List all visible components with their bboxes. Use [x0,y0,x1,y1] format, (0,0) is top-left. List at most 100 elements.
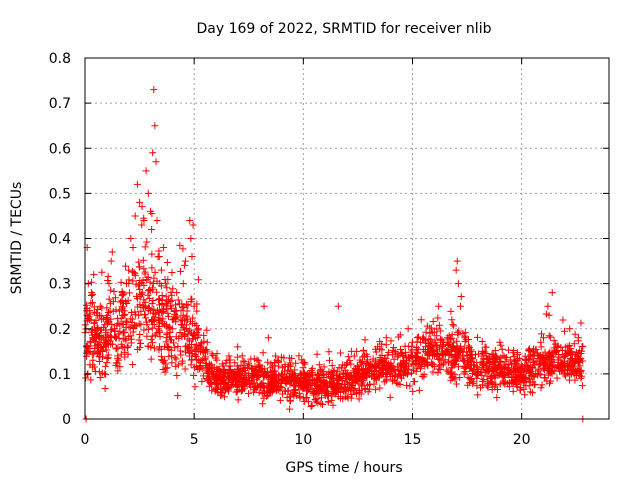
data-point [261,389,269,397]
data-point [148,225,156,233]
data-point [90,308,98,316]
data-point [568,350,576,358]
data-point [216,379,224,387]
data-point [371,366,379,374]
data-point [343,393,351,401]
data-point [218,360,226,368]
data-point [241,358,249,366]
data-point [448,364,456,372]
data-point [469,380,477,388]
data-point [150,305,158,313]
data-point [88,289,96,297]
data-point [164,309,172,317]
data-point [566,325,574,333]
data-point [105,295,113,303]
data-point [98,268,106,276]
data-point [537,338,545,346]
data-point [336,349,344,357]
data-point [579,357,587,365]
data-point [326,356,334,364]
data-point [112,334,120,342]
data-point [96,353,104,361]
data-point [290,372,298,380]
data-point [322,391,330,399]
data-point [504,346,512,354]
data-point [422,343,430,351]
data-point [346,356,354,364]
data-point [501,373,509,381]
data-point [428,341,436,349]
data-point [574,349,582,357]
data-point [418,372,426,380]
data-point [101,362,109,370]
data-point [550,353,558,361]
data-point [163,284,171,292]
data-point [372,386,380,394]
data-point [168,316,176,324]
data-point [177,307,185,315]
data-point [400,352,408,360]
data-point [132,280,140,288]
data-point [121,353,129,361]
data-point [337,388,345,396]
data-point [526,388,534,396]
data-point [147,317,155,325]
data-point [144,291,152,299]
data-point [122,336,130,344]
x-tick-label: 15 [404,432,422,448]
data-point [153,216,161,224]
data-point [99,315,107,323]
data-point [369,370,377,378]
data-point [506,356,514,364]
data-point [557,343,565,351]
x-axis-title: GPS time / hours [285,460,402,476]
data-point [225,366,233,374]
data-point [101,384,109,392]
data-point [535,370,543,378]
data-point [208,387,216,395]
data-point [210,375,218,383]
data-point [497,341,505,349]
data-point [175,334,183,342]
data-point [341,384,349,392]
data-point [505,370,513,378]
data-point [87,299,95,307]
data-point [155,346,163,354]
data-point [447,307,455,315]
data-point [448,351,456,359]
data-point [438,348,446,356]
data-point [448,316,456,324]
data-point [415,386,423,394]
data-point [546,356,554,364]
data-point [339,361,347,369]
data-point [446,370,454,378]
data-point [112,306,120,314]
data-point [140,265,148,273]
data-point [190,372,198,380]
data-point [225,373,233,381]
data-point [272,352,280,360]
data-point [568,366,576,374]
data-point [139,277,147,285]
data-point [192,341,200,349]
data-point [89,290,97,298]
data-point [122,280,130,288]
data-point [452,266,460,274]
data-point [443,366,451,374]
data-point [208,361,216,369]
data-point [127,335,135,343]
data-point [353,362,361,370]
data-point [560,327,568,335]
data-point [446,335,454,343]
data-point [169,285,177,293]
data-point [181,257,189,265]
data-point [451,361,459,369]
data-point [486,353,494,361]
data-point [259,400,267,408]
data-point [455,348,463,356]
data-point [459,348,467,356]
data-point [431,363,439,371]
data-point [328,392,336,400]
data-point [96,302,104,310]
data-point [304,370,312,378]
